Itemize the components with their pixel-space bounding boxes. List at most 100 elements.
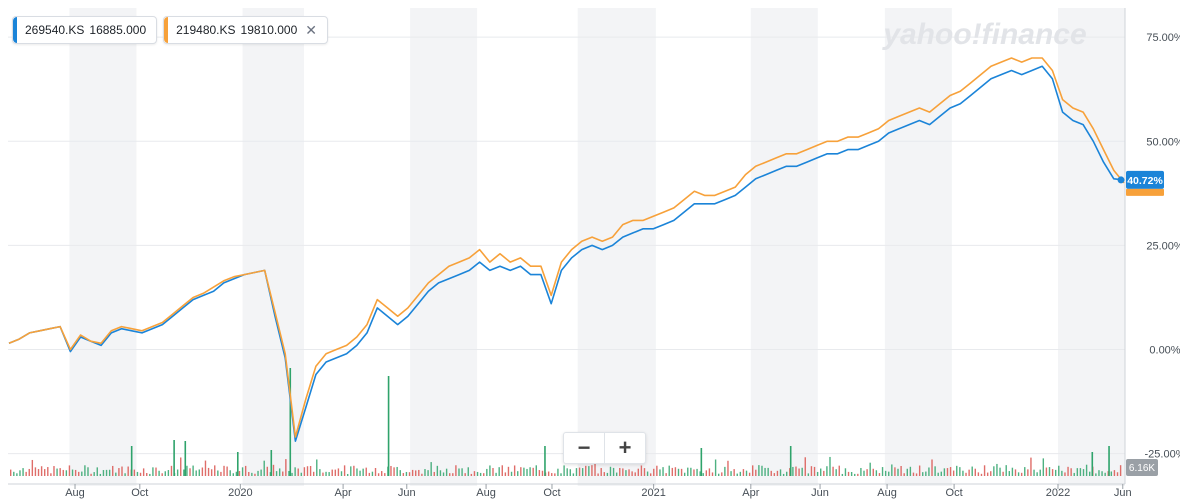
volume-bar: [195, 470, 197, 476]
y-tick-label: -25.00%: [1145, 449, 1180, 461]
volume-bar: [112, 465, 114, 476]
volume-bar: [541, 470, 544, 476]
volume-bar: [699, 471, 701, 476]
volume-bar: [461, 468, 463, 476]
month-shade: [1057, 8, 1125, 486]
volume-bar: [71, 469, 74, 476]
month-shade: [410, 8, 478, 486]
volume-bar: [142, 468, 145, 476]
x-tick-label: 2020: [228, 487, 252, 499]
volume-bar: [563, 465, 565, 476]
volume-bar: [1064, 472, 1066, 476]
x-tick-label: Aug: [65, 487, 85, 499]
volume-spike: [130, 446, 133, 476]
volume-bar: [161, 473, 163, 476]
volume-bar: [504, 472, 507, 476]
volume-bar: [727, 460, 729, 476]
volume-bar: [1119, 465, 1122, 476]
volume-bar: [687, 467, 689, 476]
current-value-badge: [1126, 170, 1164, 189]
x-tick-label: Aug: [476, 487, 496, 499]
volume-bar: [1070, 468, 1072, 476]
x-tick-label: Oct: [543, 487, 560, 499]
volume-bar: [603, 472, 605, 476]
volume-bar: [581, 468, 584, 476]
volume-bar: [489, 465, 491, 476]
volume-bar: [220, 471, 222, 476]
volume-bar: [1008, 471, 1011, 476]
volume-bar: [418, 469, 420, 476]
volume-bar: [962, 470, 964, 476]
volume-bar: [22, 468, 24, 476]
volume-bar: [622, 468, 624, 476]
volume-bar: [1014, 469, 1017, 476]
volume-bar: [50, 473, 52, 476]
volume-bar: [841, 473, 844, 476]
volume-bar: [585, 465, 587, 476]
volume-bar: [798, 468, 800, 476]
volume-bar: [381, 471, 383, 476]
volume-bar: [37, 469, 40, 476]
current-value-label: 40.72%: [1127, 175, 1163, 187]
volume-bar: [238, 471, 241, 476]
volume-bar: [201, 467, 204, 476]
month-shade: [242, 8, 305, 486]
volume-bar: [755, 469, 757, 476]
volume-bar: [223, 465, 225, 476]
volume-bar: [78, 471, 80, 476]
volume-bar: [189, 468, 191, 476]
volume-bar: [13, 471, 15, 476]
volume-bar: [34, 467, 37, 476]
volume-bar: [288, 470, 290, 476]
volume-bar: [16, 473, 18, 476]
month-shade: [69, 8, 137, 486]
volume-bar: [547, 471, 550, 476]
volume-bar: [353, 465, 355, 476]
zoom-out-button[interactable]: −: [577, 435, 591, 460]
volume-bar: [776, 470, 779, 476]
volume-bar: [464, 473, 466, 476]
volume-bar: [721, 472, 723, 476]
zoom-in-button[interactable]: +: [604, 433, 645, 463]
volume-bar: [337, 468, 340, 476]
volume-bar: [671, 467, 674, 476]
volume-bar: [306, 466, 309, 476]
volume-bar: [1039, 469, 1041, 476]
volume-bar: [761, 465, 763, 476]
volume-bar: [897, 468, 899, 476]
volume-bar: [1110, 471, 1113, 476]
legend-chip-269540[interactable]: 269540.KS 16885.000: [12, 16, 158, 44]
volume-bar: [442, 472, 445, 476]
volume-bar: [84, 465, 86, 476]
volume-bar: [578, 467, 581, 476]
volume-bar: [198, 469, 200, 476]
volume-bar: [959, 467, 961, 476]
volume-bar: [649, 473, 652, 476]
volume-bar: [646, 471, 649, 476]
volume-bar: [773, 473, 776, 476]
volume-bar: [108, 469, 111, 476]
volume-bar: [127, 466, 129, 476]
volume-bar: [752, 465, 754, 476]
close-icon[interactable]: ✕: [305, 22, 317, 38]
volume-bar: [1098, 470, 1100, 476]
volume-bar: [971, 466, 973, 476]
x-tick-label: 2022: [1046, 487, 1070, 499]
volume-bar: [1048, 467, 1051, 476]
volume-bar: [742, 469, 745, 476]
volume-bar: [452, 473, 454, 476]
legend-chip-219480[interactable]: 219480.KS 19810.000 ✕: [163, 16, 328, 44]
volume-bar: [996, 463, 998, 476]
volume-bar: [1058, 465, 1060, 476]
volume-bar: [176, 469, 179, 476]
x-tick-label: Apr: [742, 487, 759, 499]
volume-bar: [625, 470, 627, 476]
volume-bar: [925, 471, 927, 476]
volume-bar: [854, 473, 856, 476]
volume-bar: [823, 470, 825, 476]
volume-bar: [619, 467, 621, 476]
volume-bar: [458, 468, 460, 476]
volume-bar: [164, 471, 166, 476]
volume-bar: [1073, 472, 1075, 476]
volume-bar: [869, 462, 871, 476]
